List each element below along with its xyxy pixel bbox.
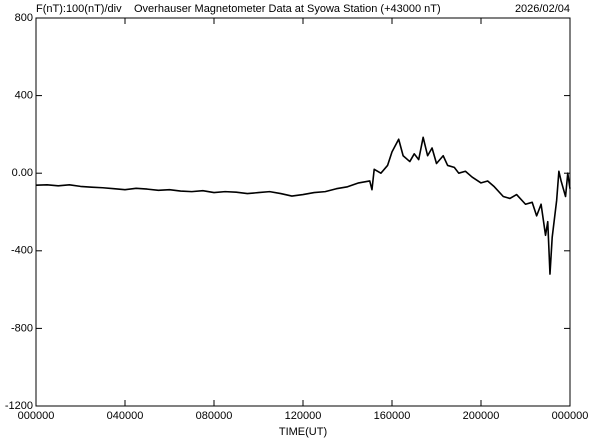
x-tick-label: 160000 (374, 410, 411, 422)
y-tick-label: -400 (11, 245, 33, 257)
x-tick-label: 200000 (463, 410, 500, 422)
y-tick-label: 400 (15, 90, 33, 102)
x-tick-label: 000000 (18, 410, 55, 422)
x-tick-label: 040000 (107, 410, 144, 422)
chart-subtitle: F(nT):100(nT)/div (36, 3, 122, 15)
x-tick-label: 120000 (285, 410, 322, 422)
chart-title: Overhauser Magnetometer Data at Syowa St… (134, 3, 441, 15)
y-tick-label: 800 (15, 12, 33, 24)
chart-date: 2026/02/04 (515, 3, 570, 15)
y-tick-label: -800 (11, 322, 33, 334)
x-tick-label: 000000 (552, 410, 589, 422)
data-line (35, 136, 571, 275)
x-axis-label: TIME(UT) (279, 426, 327, 438)
y-tick-label: -1200 (5, 400, 33, 412)
y-tick-label: 0.00 (12, 167, 33, 179)
x-tick-label: 080000 (196, 410, 233, 422)
